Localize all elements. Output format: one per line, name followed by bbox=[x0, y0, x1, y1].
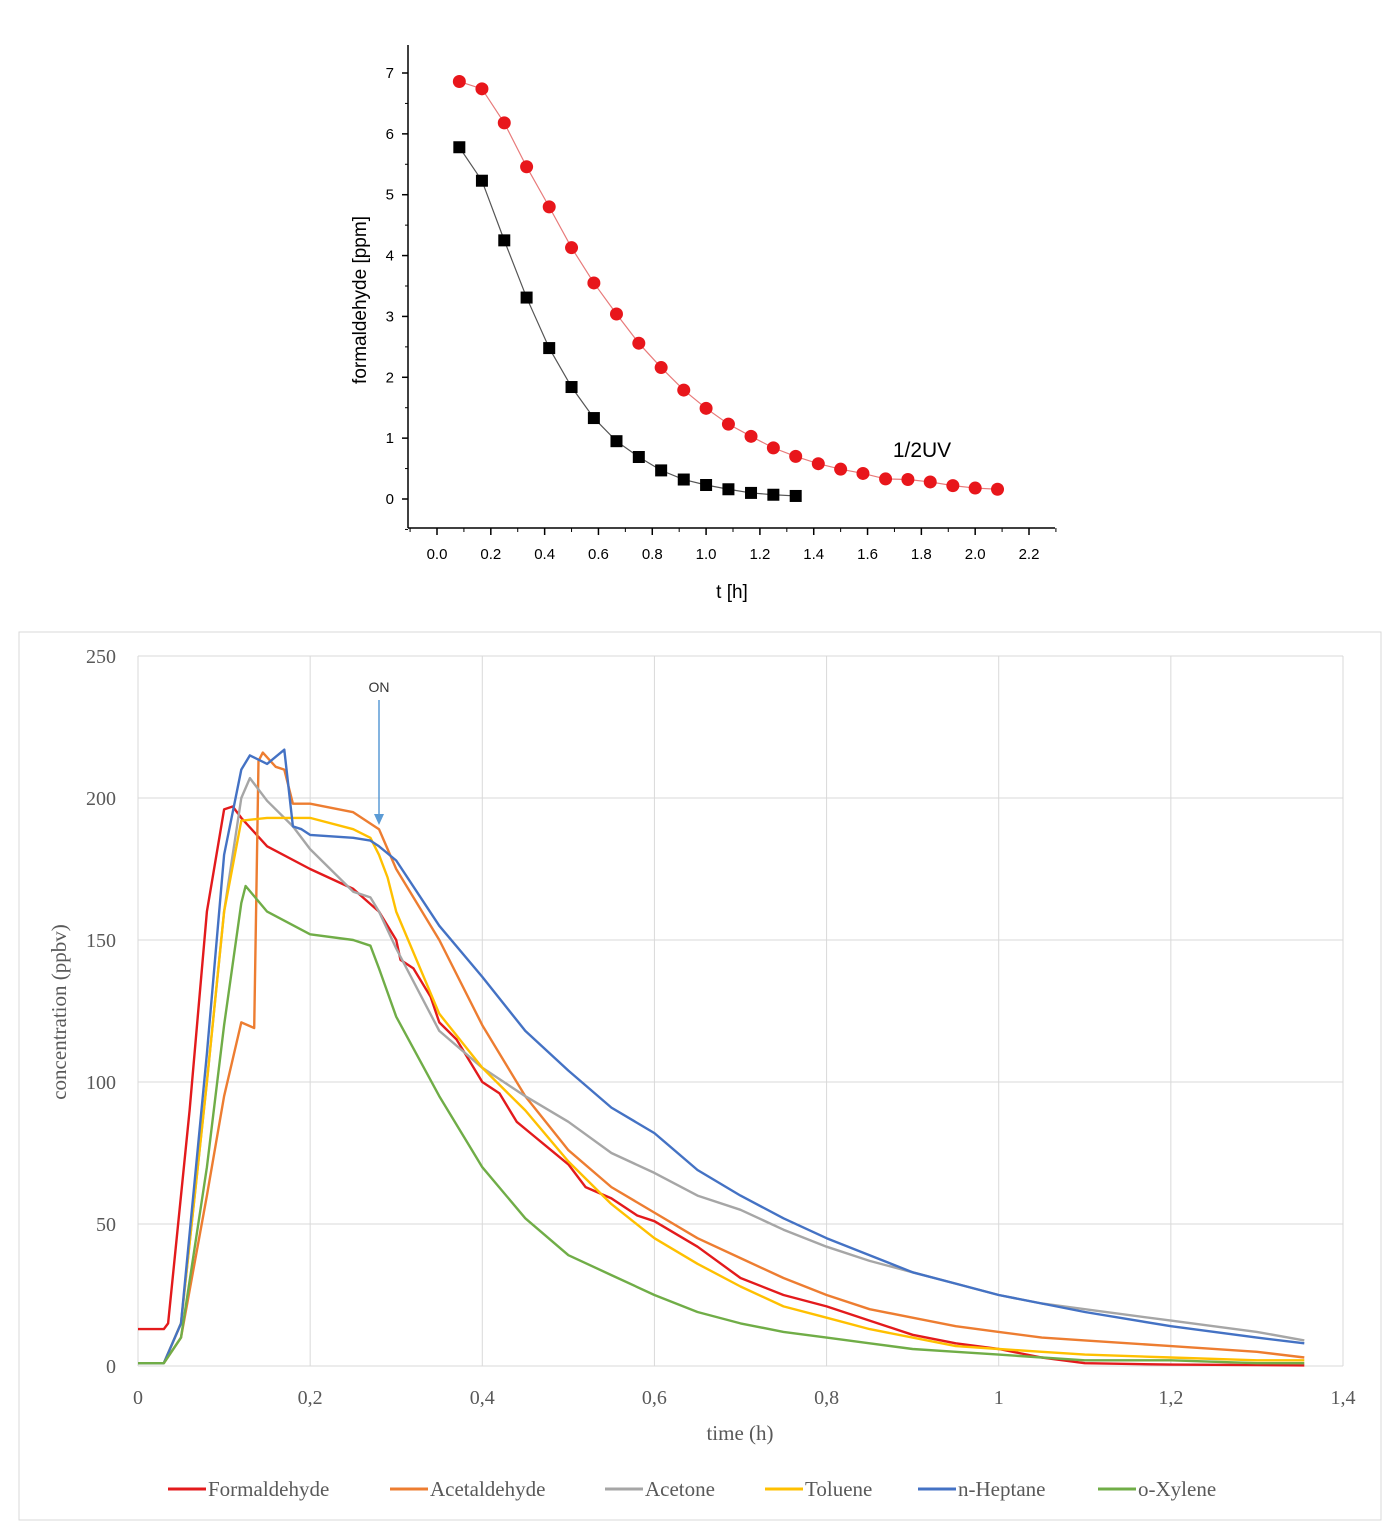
data-point-circle bbox=[632, 336, 646, 350]
series-line-n-heptane bbox=[138, 748, 1305, 1365]
data-point-circle bbox=[856, 466, 870, 480]
data-point-circle bbox=[901, 473, 915, 487]
y-axis-label: formaldehyde [ppm] bbox=[350, 216, 371, 384]
data-point-circle bbox=[744, 429, 758, 443]
data-point-circle bbox=[654, 361, 668, 375]
x-axis-label: t [h] bbox=[716, 582, 748, 603]
data-point-square bbox=[722, 483, 735, 496]
x-tick-label: 1.4 bbox=[803, 546, 824, 563]
data-point-circle bbox=[766, 441, 780, 455]
data-point-circle bbox=[452, 75, 466, 89]
data-point-square bbox=[520, 291, 533, 304]
data-point-circle bbox=[789, 449, 803, 463]
on-arrow-head bbox=[374, 814, 384, 825]
y-tick-label: 6 bbox=[386, 126, 394, 143]
legend-label: Acetaldehyde bbox=[430, 1477, 545, 1501]
y-tick-label: 0 bbox=[386, 491, 394, 508]
data-point-circle bbox=[991, 482, 1005, 496]
series-line-o-xylene bbox=[138, 884, 1305, 1365]
y-tick-label: 150 bbox=[86, 930, 116, 952]
y-tick-label: 1 bbox=[386, 430, 394, 447]
legend-label: o-Xylene bbox=[1138, 1477, 1216, 1501]
x-tick-label: 2.0 bbox=[965, 546, 986, 563]
x-tick-label: 0.6 bbox=[588, 546, 609, 563]
data-point-circle bbox=[923, 475, 937, 489]
legend-label: n-Heptane bbox=[958, 1477, 1045, 1501]
y-tick-label: 250 bbox=[86, 646, 116, 668]
on-annotation-label: ON bbox=[369, 679, 390, 695]
data-point-square bbox=[475, 174, 488, 187]
x-tick-label: 0 bbox=[133, 1387, 143, 1409]
y-tick-label: 100 bbox=[86, 1072, 116, 1094]
x-tick-label: 0.2 bbox=[480, 546, 501, 563]
x-tick-label: 0,2 bbox=[298, 1387, 323, 1409]
x-tick-label: 0,4 bbox=[470, 1387, 495, 1409]
y-axis-label: concentration (ppbv) bbox=[47, 924, 71, 1100]
y-tick-label: 200 bbox=[86, 788, 116, 810]
x-tick-label: 0,8 bbox=[814, 1387, 839, 1409]
y-tick-label: 3 bbox=[386, 308, 394, 325]
x-tick-label: 1,2 bbox=[1158, 1387, 1183, 1409]
data-point-square bbox=[677, 473, 690, 486]
data-point-square bbox=[543, 342, 556, 355]
x-axis-label: time (h) bbox=[706, 1421, 773, 1445]
data-point-square bbox=[700, 479, 713, 492]
data-point-square bbox=[655, 464, 668, 477]
data-point-circle bbox=[677, 383, 691, 397]
data-point-square bbox=[498, 234, 511, 247]
data-point-square bbox=[767, 488, 780, 501]
y-tick-label: 50 bbox=[96, 1214, 116, 1236]
legend-label: Formaldehyde bbox=[208, 1477, 329, 1501]
data-point-circle bbox=[946, 479, 960, 493]
data-point-square bbox=[565, 381, 578, 394]
y-tick-label: 2 bbox=[386, 369, 394, 386]
data-point-circle bbox=[811, 457, 825, 471]
data-point-circle bbox=[565, 241, 579, 255]
x-tick-label: 1 bbox=[994, 1387, 1004, 1409]
concentration-chart: 0 50 100 150 200 250 0 0,2 0,4 0,6 0,8 1 1,2 1,4 time … bbox=[18, 631, 1382, 1521]
data-point-square bbox=[453, 141, 466, 154]
x-tick-label: 2.2 bbox=[1019, 546, 1040, 563]
data-point-circle bbox=[721, 417, 735, 431]
x-tick-label: 0,6 bbox=[642, 1387, 667, 1409]
data-point-circle bbox=[520, 160, 534, 174]
data-point-circle bbox=[475, 82, 489, 96]
series-line-formaldehyde bbox=[138, 805, 1305, 1367]
formaldehyde-chart: 0 1 2 3 4 5 6 7 0.0 0.2 0.4 0.6 0.8 1.0 1.2 1.4 1.6 1.8 2.… bbox=[350, 45, 1057, 603]
y-tick-label: 4 bbox=[386, 248, 394, 265]
x-tick-label: 1.0 bbox=[696, 546, 717, 563]
y-tick-label: 0 bbox=[106, 1356, 116, 1378]
chart-frame bbox=[18, 631, 1382, 1521]
y-tick-label: 5 bbox=[386, 187, 394, 204]
series-line-1 bbox=[458, 146, 796, 497]
data-point-circle bbox=[834, 462, 848, 476]
data-point-circle bbox=[587, 276, 601, 290]
x-tick-label: 1.6 bbox=[857, 546, 878, 563]
x-tick-label: 1.2 bbox=[749, 546, 770, 563]
data-point-circle bbox=[542, 200, 556, 214]
x-tick-label: 0.4 bbox=[534, 546, 555, 563]
data-point-square bbox=[632, 451, 645, 464]
series-line-toluene bbox=[138, 816, 1305, 1365]
series-line-acetaldehyde bbox=[138, 751, 1305, 1365]
legend-label: Acetone bbox=[645, 1477, 715, 1501]
data-point-circle bbox=[879, 472, 893, 486]
data-point-circle bbox=[699, 401, 713, 415]
data-point-square bbox=[789, 489, 802, 502]
data-point-square bbox=[610, 435, 623, 448]
data-point-circle bbox=[497, 116, 511, 130]
legend-label: Toluene bbox=[805, 1477, 872, 1501]
data-point-circle bbox=[609, 307, 623, 321]
data-point-circle bbox=[968, 481, 982, 495]
x-tick-label: 0.0 bbox=[427, 546, 448, 563]
annotation-label: 1/2UV bbox=[893, 439, 951, 462]
y-tick-label: 7 bbox=[386, 65, 394, 82]
x-tick-label: 1.8 bbox=[911, 546, 932, 563]
x-tick-label: 1,4 bbox=[1331, 1387, 1356, 1409]
x-tick-label: 0.8 bbox=[642, 546, 663, 563]
data-point-square bbox=[745, 486, 758, 499]
data-point-square bbox=[587, 412, 600, 425]
